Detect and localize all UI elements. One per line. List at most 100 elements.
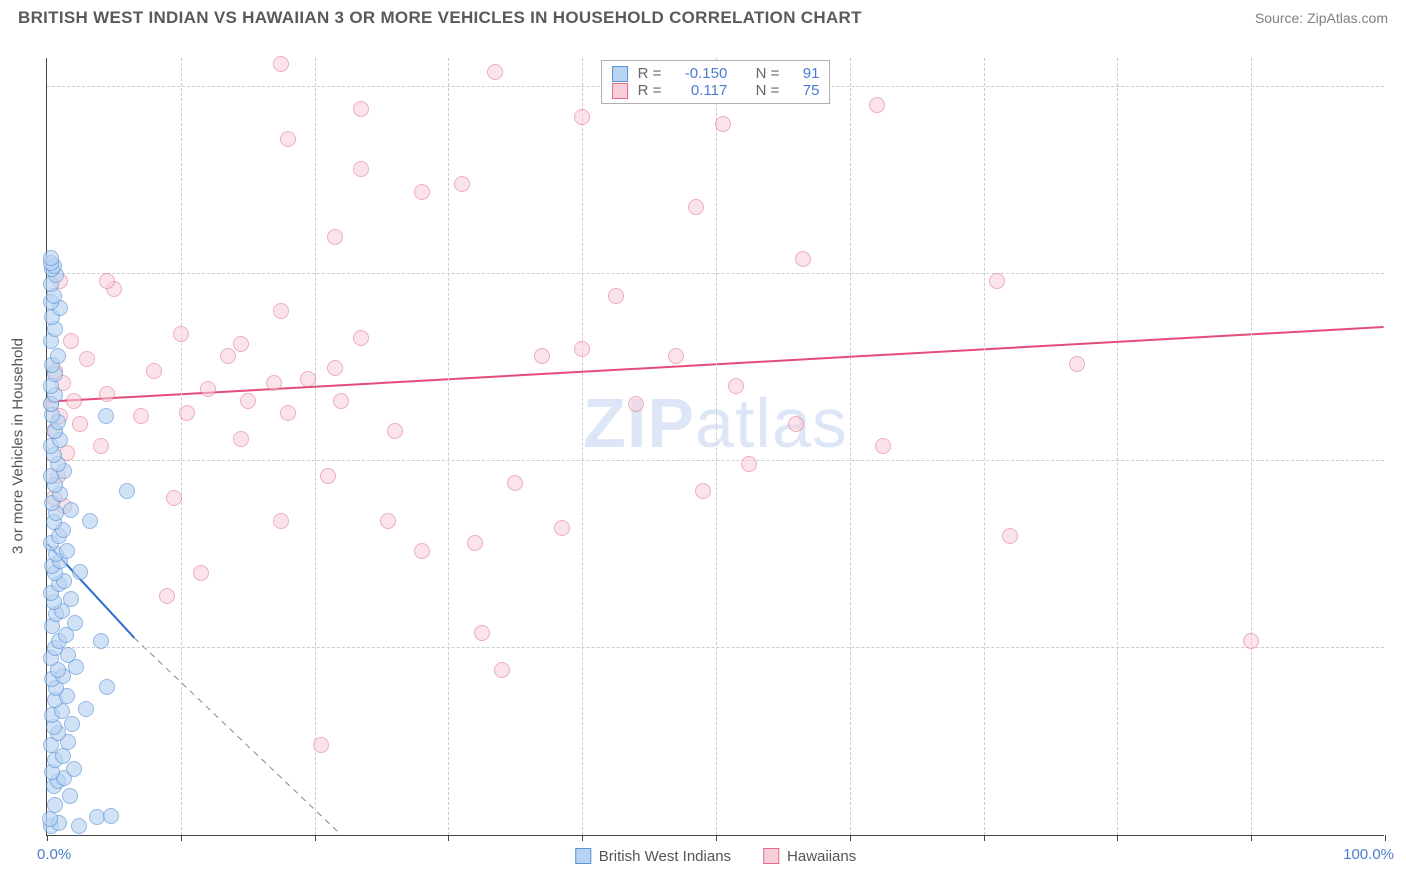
data-point-bwi [43, 250, 59, 266]
data-point-bwi [66, 761, 82, 777]
data-point-haw [467, 535, 483, 551]
x-tick [448, 835, 449, 841]
data-point-haw [380, 513, 396, 529]
data-point-haw [99, 273, 115, 289]
data-point-haw [494, 662, 510, 678]
data-point-haw [715, 116, 731, 132]
x-tick [582, 835, 583, 841]
data-point-haw [695, 483, 711, 499]
data-point-bwi [99, 679, 115, 695]
data-point-haw [554, 520, 570, 536]
data-point-haw [608, 288, 624, 304]
data-point-haw [788, 416, 804, 432]
data-point-haw [300, 371, 316, 387]
scatter-chart: ZIPatlas 12.5%25.0%37.5%50.0%0.0%100.0%B… [46, 58, 1384, 836]
gridline-v [984, 58, 985, 835]
data-point-bwi [60, 647, 76, 663]
x-tick [716, 835, 717, 841]
data-point-haw [179, 405, 195, 421]
gridline-v [448, 58, 449, 835]
data-point-bwi [63, 591, 79, 607]
legend-item-bwi: British West Indians [575, 848, 731, 865]
data-point-haw [193, 565, 209, 581]
stats-row-haw: R =0.117 N =75 [612, 82, 820, 99]
data-point-bwi [89, 809, 105, 825]
chart-title: BRITISH WEST INDIAN VS HAWAIIAN 3 OR MOR… [18, 8, 862, 28]
data-point-haw [93, 438, 109, 454]
gridline-v [850, 58, 851, 835]
data-point-haw [688, 199, 704, 215]
data-point-haw [266, 375, 282, 391]
data-point-haw [233, 431, 249, 447]
data-point-haw [72, 416, 88, 432]
y-tick-label: 12.5% [1394, 630, 1406, 647]
data-point-haw [487, 64, 503, 80]
data-point-haw [327, 229, 343, 245]
data-point-haw [534, 348, 550, 364]
y-tick-label: 37.5% [1394, 256, 1406, 273]
data-point-haw [507, 475, 523, 491]
data-point-haw [220, 348, 236, 364]
x-tick [1117, 835, 1118, 841]
data-point-haw [273, 56, 289, 72]
data-point-haw [454, 176, 470, 192]
data-point-bwi [47, 797, 63, 813]
data-point-bwi [93, 633, 109, 649]
gridline-v [582, 58, 583, 835]
x-tick [850, 835, 851, 841]
data-point-haw [353, 101, 369, 117]
gridline-v [716, 58, 717, 835]
data-point-haw [574, 341, 590, 357]
data-point-haw [869, 97, 885, 113]
y-tick-label: 50.0% [1394, 69, 1406, 86]
legend-item-haw: Hawaiians [763, 848, 856, 865]
data-point-haw [173, 326, 189, 342]
data-point-haw [273, 303, 289, 319]
x-tick-label: 0.0% [37, 846, 71, 863]
data-point-haw [387, 423, 403, 439]
data-point-haw [728, 378, 744, 394]
data-point-haw [414, 543, 430, 559]
data-point-haw [233, 336, 249, 352]
data-point-haw [66, 393, 82, 409]
gridline-v [181, 58, 182, 835]
data-point-haw [79, 351, 95, 367]
x-tick [1385, 835, 1386, 841]
data-point-haw [353, 330, 369, 346]
data-point-haw [63, 333, 79, 349]
data-point-haw [628, 396, 644, 412]
data-point-haw [574, 109, 590, 125]
x-tick [1251, 835, 1252, 841]
data-point-bwi [82, 513, 98, 529]
data-point-haw [333, 393, 349, 409]
data-point-haw [1243, 633, 1259, 649]
data-point-bwi [59, 543, 75, 559]
data-point-haw [414, 184, 430, 200]
x-tick [181, 835, 182, 841]
data-point-haw [133, 408, 149, 424]
y-axis-label: 3 or more Vehicles in Household [10, 338, 27, 554]
data-point-bwi [78, 701, 94, 717]
data-point-haw [273, 513, 289, 529]
data-point-haw [166, 490, 182, 506]
x-tick-label: 100.0% [1343, 846, 1394, 863]
data-point-haw [1002, 528, 1018, 544]
data-point-bwi [119, 483, 135, 499]
data-point-haw [146, 363, 162, 379]
data-point-haw [313, 737, 329, 753]
data-point-haw [280, 131, 296, 147]
x-tick [315, 835, 316, 841]
data-point-haw [327, 360, 343, 376]
stats-row-bwi: R =-0.150 N =91 [612, 65, 820, 82]
data-point-haw [320, 468, 336, 484]
data-point-haw [159, 588, 175, 604]
data-point-haw [474, 625, 490, 641]
gridline-v [1251, 58, 1252, 835]
x-tick [984, 835, 985, 841]
source-label: Source: ZipAtlas.com [1255, 10, 1388, 26]
data-point-haw [1069, 356, 1085, 372]
x-tick [47, 835, 48, 841]
data-point-bwi [67, 615, 83, 631]
data-point-bwi [103, 808, 119, 824]
data-point-haw [280, 405, 296, 421]
